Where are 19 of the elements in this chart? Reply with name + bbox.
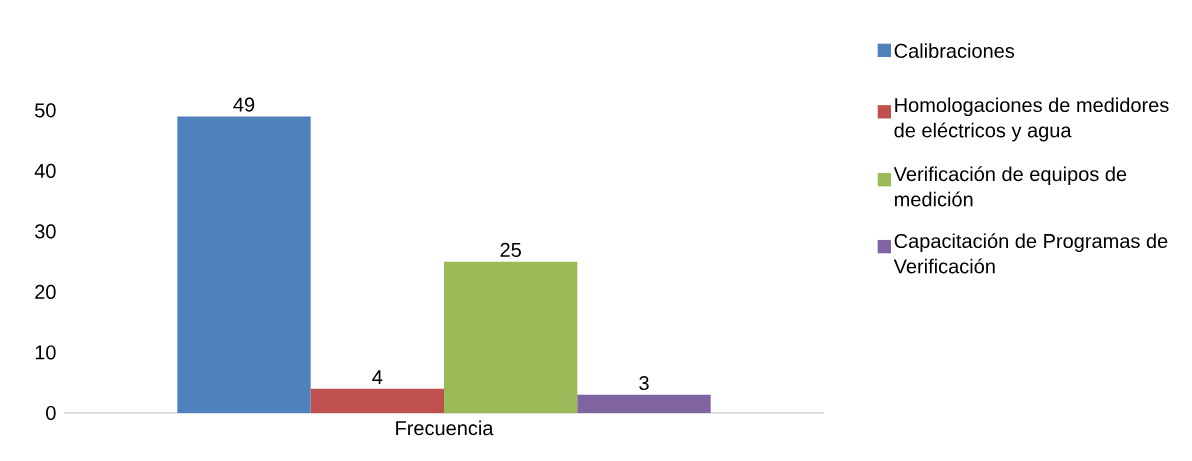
data-label: 3	[639, 375, 649, 391]
bar	[310, 388, 444, 413]
legend-label: Verificación de equipos de medición	[893, 166, 1127, 207]
x-tick-label: Frecuencia	[396, 420, 494, 436]
bar	[444, 261, 578, 413]
legend-label: Capacitación de Programas de Verificación	[893, 233, 1168, 274]
y-tick-label: 0	[46, 405, 56, 421]
y-tick-label: 20	[35, 284, 56, 300]
bar	[577, 394, 711, 413]
bar	[177, 116, 311, 413]
data-label: 4	[372, 370, 383, 385]
y-tick-label: 10	[35, 345, 56, 360]
y-tick-label: 50	[35, 103, 56, 118]
legend-label: Homologaciones de medidores de eléctricos y agua	[894, 97, 1169, 142]
data-label: 49	[233, 97, 255, 112]
data-label: 25	[500, 242, 521, 257]
y-tick-label: 40	[34, 163, 56, 178]
y-tick-label: 30	[34, 224, 56, 239]
legend-label: Calibraciones	[894, 43, 1015, 58]
